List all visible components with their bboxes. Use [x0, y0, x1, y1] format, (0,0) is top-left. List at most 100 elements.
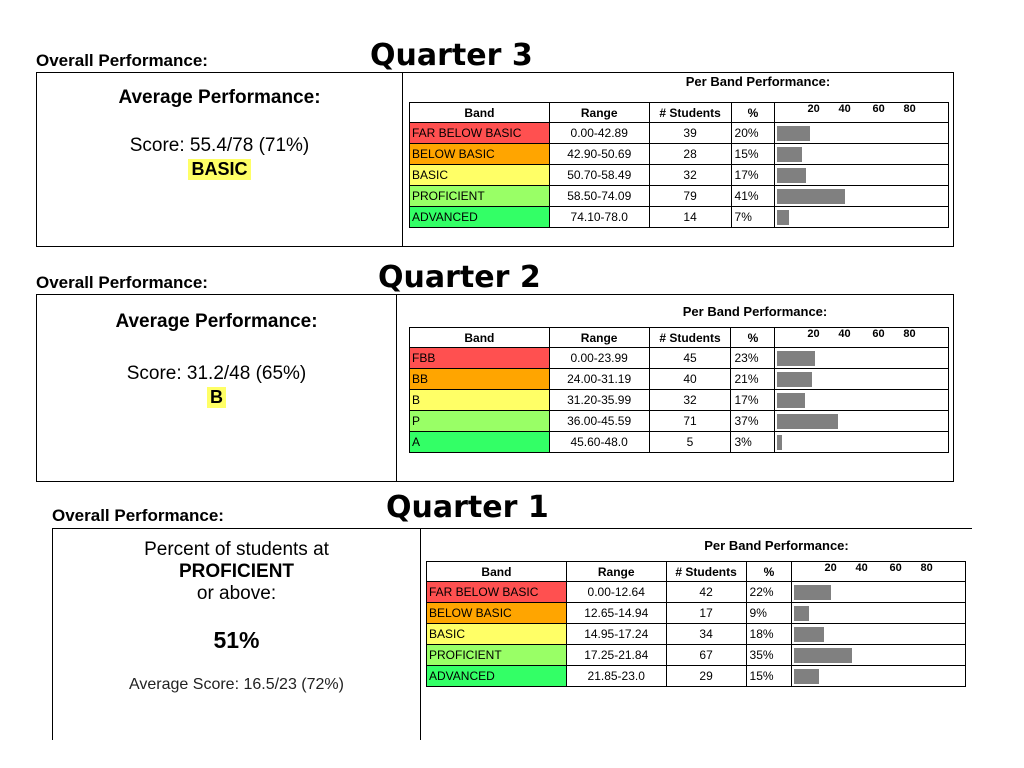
q3-level-badge: BASIC	[188, 159, 251, 180]
q1-percent-line3: or above:	[196, 583, 277, 604]
scale-tick: 20	[824, 562, 837, 574]
q1-average-score: Average Score: 16.5/23 (72%)	[129, 676, 344, 693]
students-cell: 32	[648, 389, 732, 411]
table-row: BASIC 50.70-58.49 32 17%	[409, 164, 949, 186]
band-cell: FBB	[409, 347, 550, 369]
percent-cell: 41%	[730, 185, 776, 207]
percent-cell: 35%	[745, 644, 793, 666]
bar-cell	[774, 368, 949, 390]
range-cell: 24.00-31.19	[548, 368, 650, 390]
band-cell: BELOW BASIC	[426, 602, 567, 624]
scale-tick: 20	[807, 328, 820, 340]
q3-band-table: Band Range # Students % 20 40 60 80 FAR …	[409, 102, 949, 228]
percent-bar	[777, 147, 803, 162]
table-header-row: Band Range # Students % 20 40 60 80	[409, 327, 949, 348]
q2-band-table: Band Range # Students % 20 40 60 80 FBB 0…	[409, 327, 949, 453]
range-cell: 0.00-42.89	[548, 122, 650, 144]
scale-tick: 80	[903, 328, 916, 340]
q1-percent-panel: Percent of students at PROFICIENT or abo…	[52, 528, 420, 740]
percent-bar	[794, 669, 820, 684]
bar-cell	[774, 206, 949, 228]
scale-tick: 60	[872, 103, 885, 115]
students-cell: 39	[648, 122, 732, 144]
q2-quarter-title: Quarter 2	[378, 260, 541, 295]
band-header: Band	[426, 561, 567, 582]
table-row: A 45.60-48.0 5 3%	[409, 431, 949, 453]
q2-overall-label: Overall Performance:	[36, 273, 208, 292]
bar-cell	[791, 581, 966, 603]
percent-cell: 23%	[730, 347, 776, 369]
band-cell: BELOW BASIC	[409, 143, 550, 165]
table-row: FAR BELOW BASIC 0.00-12.64 42 22%	[426, 581, 966, 603]
table-row: P 36.00-45.59 71 37%	[409, 410, 949, 432]
band-cell: FAR BELOW BASIC	[426, 581, 567, 603]
band-cell: BASIC	[426, 623, 567, 645]
q2-average-panel: Average Performance: Score: 31.2/48 (65%…	[36, 294, 396, 482]
students-cell: 14	[648, 206, 732, 228]
scale-tick: 60	[872, 328, 885, 340]
q3-score: Score: 55.4/78 (71%)	[129, 135, 310, 156]
percent-bar	[777, 435, 783, 450]
band-cell: ADVANCED	[409, 206, 550, 228]
table-row: PROFICIENT 17.25-21.84 67 35%	[426, 644, 966, 666]
range-cell: 21.85-23.0	[565, 665, 667, 687]
q2-score: Score: 31.2/48 (65%)	[126, 363, 307, 384]
percent-cell: 17%	[730, 164, 776, 186]
percent-bar	[777, 126, 811, 141]
students-header: # Students	[665, 561, 747, 582]
band-cell: PROFICIENT	[409, 185, 550, 207]
range-cell: 45.60-48.0	[548, 431, 650, 453]
percent-cell: 15%	[745, 665, 793, 687]
percent-bar	[794, 606, 810, 621]
scale-tick: 20	[807, 103, 820, 115]
q2-per-band-title: Per Band Performance:	[682, 304, 828, 319]
q3-quarter-title: Quarter 3	[370, 38, 533, 73]
percent-bar	[794, 585, 831, 600]
q3-band-panel: Per Band Performance: Band Range # Stude…	[402, 72, 954, 247]
band-cell: ADVANCED	[426, 665, 567, 687]
q2-band-panel: Per Band Performance: Band Range # Stude…	[396, 294, 954, 482]
percent-cell: 20%	[730, 122, 776, 144]
bar-cell	[791, 665, 966, 687]
q1-overall-label: Overall Performance:	[52, 506, 224, 525]
percent-cell: 15%	[730, 143, 776, 165]
table-header-row: Band Range # Students % 20 40 60 80	[426, 561, 966, 582]
bar-cell	[791, 644, 966, 666]
band-cell: FAR BELOW BASIC	[409, 122, 550, 144]
percent-cell: 22%	[745, 581, 793, 603]
band-cell: A	[409, 431, 550, 453]
percent-bar	[777, 393, 806, 408]
q1-band-table: Band Range # Students % 20 40 60 80 FAR …	[426, 561, 966, 687]
range-cell: 14.95-17.24	[565, 623, 667, 645]
percent-cell: 37%	[730, 410, 776, 432]
table-row: PROFICIENT 58.50-74.09 79 41%	[409, 185, 949, 207]
range-cell: 17.25-21.84	[565, 644, 667, 666]
students-cell: 79	[648, 185, 732, 207]
table-row: FBB 0.00-23.99 45 23%	[409, 347, 949, 369]
bar-cell	[774, 410, 949, 432]
percent-header: %	[730, 327, 776, 348]
table-row: BELOW BASIC 42.90-50.69 28 15%	[409, 143, 949, 165]
bar-cell	[774, 347, 949, 369]
table-row: ADVANCED 21.85-23.0 29 15%	[426, 665, 966, 687]
percent-bar	[777, 351, 816, 366]
percent-bar	[777, 210, 790, 225]
percent-bar	[777, 414, 839, 429]
students-header: # Students	[648, 102, 732, 123]
range-header: Range	[548, 102, 650, 123]
band-cell: B	[409, 389, 550, 411]
students-cell: 32	[648, 164, 732, 186]
percent-bar	[777, 168, 806, 183]
scale-tick: 40	[838, 328, 851, 340]
bar-cell	[774, 122, 949, 144]
scale-header: 20 40 60 80	[791, 561, 966, 582]
range-header: Range	[565, 561, 667, 582]
table-row: ADVANCED 74.10-78.0 14 7%	[409, 206, 949, 228]
q1-percent-line1: Percent of students at	[144, 539, 329, 560]
students-cell: 5	[648, 431, 732, 453]
table-row: BELOW BASIC 12.65-14.94 17 9%	[426, 602, 966, 624]
range-cell: 31.20-35.99	[548, 389, 650, 411]
range-cell: 0.00-23.99	[548, 347, 650, 369]
band-cell: BASIC	[409, 164, 550, 186]
table-row: BASIC 14.95-17.24 34 18%	[426, 623, 966, 645]
